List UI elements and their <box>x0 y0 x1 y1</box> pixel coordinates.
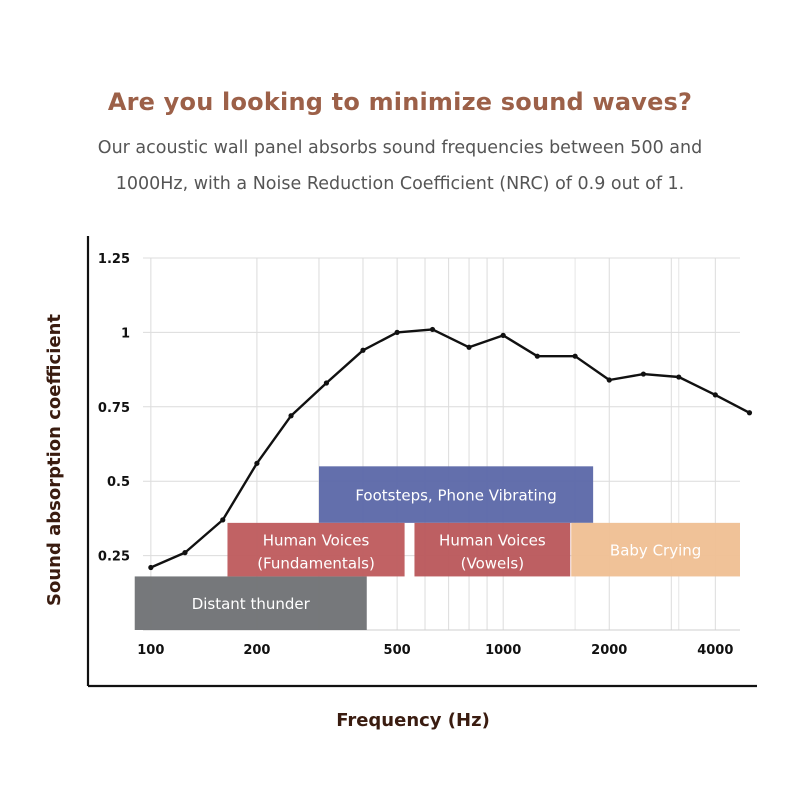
band-3 <box>414 522 571 577</box>
data-point <box>640 371 647 377</box>
band-label-2-line-1: Human Voices <box>263 532 370 550</box>
data-point <box>746 410 753 416</box>
y-tick-label: 0.5 <box>107 475 130 490</box>
y-tick-label: 0.75 <box>98 401 130 416</box>
x-tick-label: 100 <box>137 643 164 658</box>
subtext: Our acoustic wall panel absorbs sound fr… <box>60 130 740 202</box>
data-point <box>606 377 612 383</box>
x-tick-label: 200 <box>243 643 270 658</box>
data-point <box>148 564 154 571</box>
headline: Are you looking to minimize sound waves? <box>107 88 693 116</box>
data-point <box>500 332 506 338</box>
data-point <box>182 550 188 556</box>
data-point <box>254 460 260 466</box>
band-2 <box>227 522 405 577</box>
data-point <box>360 347 366 353</box>
x-tick-label: 1000 <box>485 643 521 658</box>
data-point <box>394 329 400 335</box>
y-axis-title: Sound absorption coefficient <box>44 314 65 606</box>
data-point <box>288 413 294 419</box>
y-tick-label: 1.25 <box>98 252 130 267</box>
data-point <box>220 517 226 523</box>
x-axis-title: Frequency (Hz) <box>336 710 490 731</box>
x-tick-label: 4000 <box>697 643 733 658</box>
frequency-bands: Distant thunder Footsteps, Phone Vibratin… <box>134 466 740 630</box>
axes <box>86 236 757 688</box>
band-label-4: Baby Crying <box>610 542 701 560</box>
data-point <box>534 353 540 359</box>
band-label-3-line-1: Human Voices <box>439 532 546 550</box>
band-label-3-line-2: (Vowels) <box>461 555 524 573</box>
subtext-line-2: 1000Hz, with a Noise Reduction Coefficie… <box>115 174 685 194</box>
band-label-1: Footsteps, Phone Vibrating <box>355 487 556 505</box>
data-point <box>429 326 436 333</box>
band-0 <box>134 576 367 630</box>
band-4 <box>571 522 740 577</box>
data-point <box>323 380 330 386</box>
tick-labels: 100 200 500 1000 2000 4000 0.25 0.5 0.75 1 1.25 <box>98 252 733 658</box>
data-point <box>676 374 682 380</box>
data-point <box>466 344 472 350</box>
subtext-line-1: Our acoustic wall panel absorbs sound fr… <box>97 138 703 158</box>
y-tick-label: 0.25 <box>98 550 130 565</box>
absorption-series <box>148 326 753 571</box>
data-point <box>572 353 578 359</box>
band-label-0: Distant thunder <box>192 595 311 613</box>
band-label-2-line-2: (Fundamentals) <box>257 555 375 573</box>
data-point <box>712 392 718 398</box>
x-tick-label: 500 <box>384 643 411 658</box>
series-line-0 <box>149 328 751 569</box>
y-tick-label: 1 <box>121 326 130 341</box>
x-tick-label: 2000 <box>591 643 627 658</box>
band-1 <box>318 466 594 523</box>
